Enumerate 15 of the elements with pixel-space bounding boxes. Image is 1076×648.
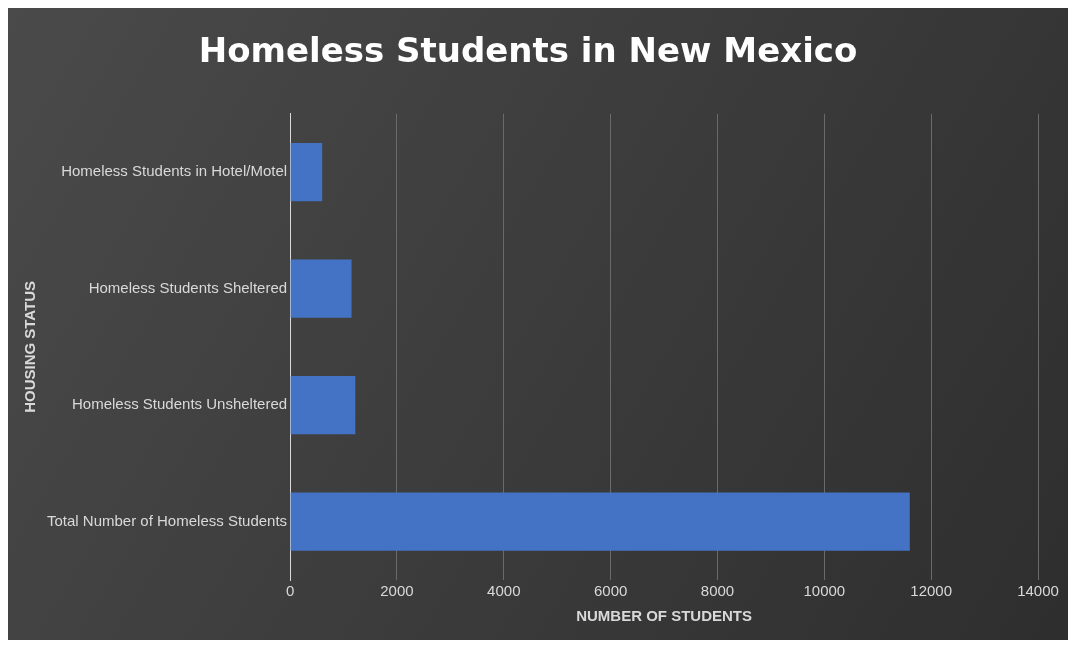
x-tick-label: 14000: [1017, 582, 1059, 600]
y-tick-label: Total Number of Homeless Students: [46, 511, 288, 529]
chart-title: Homeless Students in New Mexico: [198, 30, 858, 71]
x-axis-title: NUMBER OF STUDENTS: [576, 607, 752, 625]
y-tick-label: Homeless Students Sheltered: [88, 278, 288, 296]
x-tick-label: 10000: [803, 582, 846, 600]
x-tick-label: 2000: [380, 582, 414, 600]
x-tick-label: 4000: [487, 582, 521, 600]
x-tick-label: 8000: [700, 582, 735, 600]
y-tick-label: Homeless Students Unsheltered: [71, 395, 288, 413]
x-tick-label: 6000: [593, 582, 628, 600]
y-axis-title: HOUSING STATUS: [21, 280, 39, 413]
x-tick-label: 0: [285, 582, 295, 600]
x-tick-label: 12000: [910, 582, 953, 600]
y-tick-label: Homeless Students in Hotel/Motel: [61, 162, 288, 180]
